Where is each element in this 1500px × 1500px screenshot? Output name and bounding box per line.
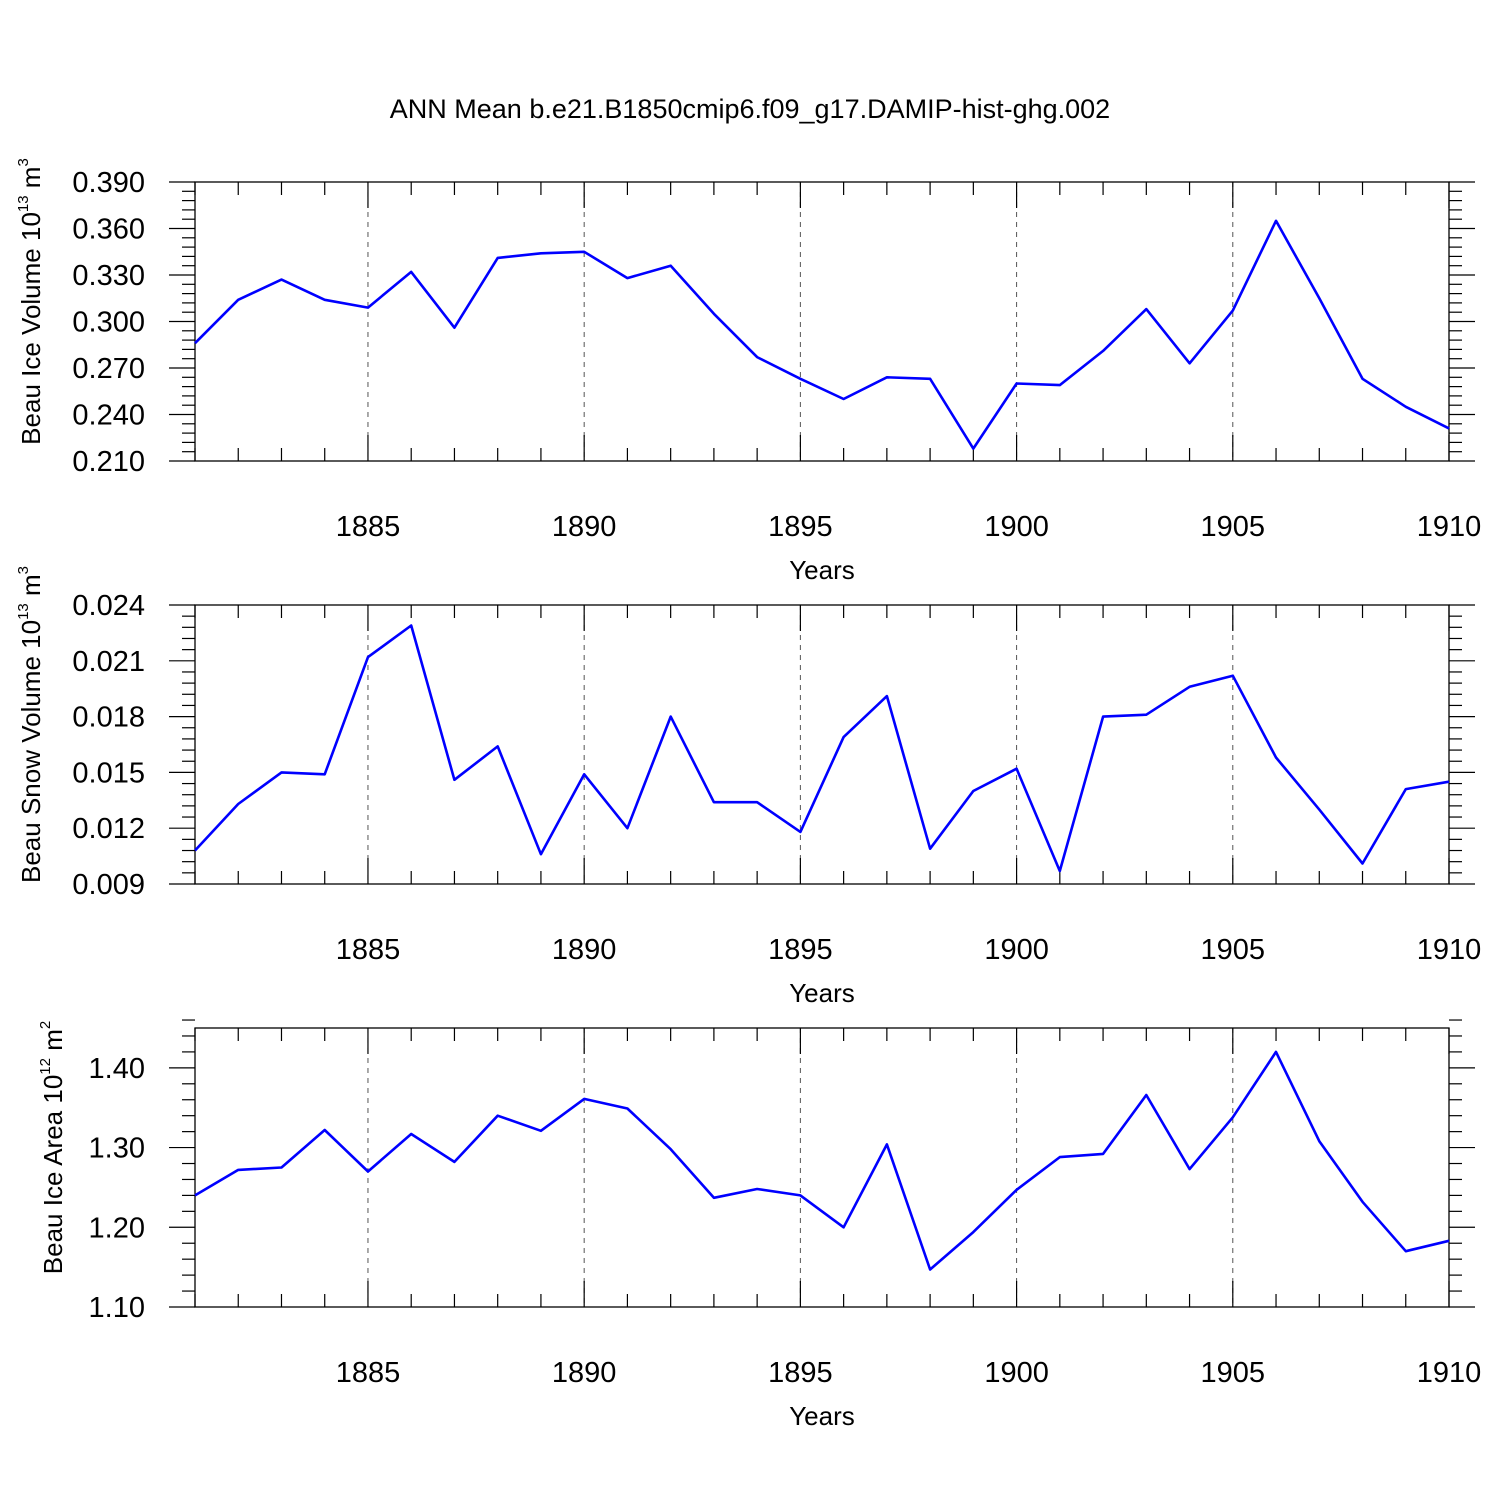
panel-1: 0.210 0.240 0.270 0.300 0.330 0.360 0.390 1885 1…: [15, 158, 1481, 585]
y-tick-label: 0.270: [72, 353, 145, 385]
plot-frame: [194, 1027, 1450, 1308]
x-axis-title: Years: [789, 978, 855, 1008]
x-tick-label: 1890: [552, 934, 617, 966]
y-tick-label: 0.210: [72, 446, 145, 478]
series-line: [194, 1050, 1450, 1271]
x-axis-title: Years: [789, 1401, 855, 1431]
y-tick-label: 0.012: [72, 813, 145, 845]
y-tick-label: 0.009: [72, 869, 145, 901]
y-axis-title: Beau Ice Area 1012 m2: [37, 1021, 68, 1274]
x-tick-label: 1910: [1417, 511, 1482, 543]
x-tick-label: 1885: [336, 934, 401, 966]
y-tick-label: 0.390: [72, 167, 145, 199]
x-tick-label: 1905: [1201, 1357, 1266, 1389]
x-axis-title: Years: [789, 555, 855, 585]
y-tick-label: 0.330: [72, 260, 145, 292]
y-tick-label: 0.024: [72, 590, 145, 622]
x-tick-label: 1885: [336, 1357, 401, 1389]
x-tick-label: 1900: [984, 1357, 1049, 1389]
y-axis-title: Beau Snow Volume 1013 m3: [15, 566, 46, 883]
panel-2: 0.009 0.012 0.015 0.018 0.021 0.024 1885 1890 18…: [15, 566, 1481, 1008]
y-tick-label: 0.021: [72, 646, 145, 678]
x-tick-label: 1890: [552, 511, 617, 543]
x-tick-label: 1895: [768, 1357, 833, 1389]
plot-frame: [194, 181, 1450, 462]
y-tick-label: 1.40: [89, 1053, 145, 1085]
x-tick-label: 1890: [552, 1357, 617, 1389]
y-tick-label: 0.018: [72, 702, 145, 734]
y-tick-label: 0.300: [72, 307, 145, 339]
y-tick-label: 0.240: [72, 400, 145, 432]
panel-3: 1.10 1.20 1.30 1.40 1885 1890 1895 1900 1905 1910…: [37, 1019, 1482, 1431]
y-tick-label: 0.015: [72, 757, 145, 789]
x-tick-label: 1910: [1417, 1357, 1482, 1389]
x-tick-label: 1910: [1417, 934, 1482, 966]
x-tick-label: 1895: [768, 511, 833, 543]
y-axis-title: Beau Ice Volume 1013 m3: [15, 158, 46, 445]
x-tick-label: 1885: [336, 511, 401, 543]
y-tick-label: 1.20: [89, 1212, 145, 1244]
y-tick-label: 1.30: [89, 1133, 145, 1165]
x-tick-label: 1900: [984, 934, 1049, 966]
series-line: [194, 219, 1450, 450]
y-tick-label: 1.10: [89, 1292, 145, 1324]
series-line: [194, 624, 1450, 873]
x-tick-label: 1905: [1201, 511, 1266, 543]
figure-title: ANN Mean b.e21.B1850cmip6.f09_g17.DAMIP-…: [390, 94, 1110, 124]
y-tick-label: 0.360: [72, 214, 145, 246]
x-tick-label: 1895: [768, 934, 833, 966]
x-tick-label: 1905: [1201, 934, 1266, 966]
plot-frame: [194, 604, 1450, 885]
x-tick-label: 1900: [984, 511, 1049, 543]
